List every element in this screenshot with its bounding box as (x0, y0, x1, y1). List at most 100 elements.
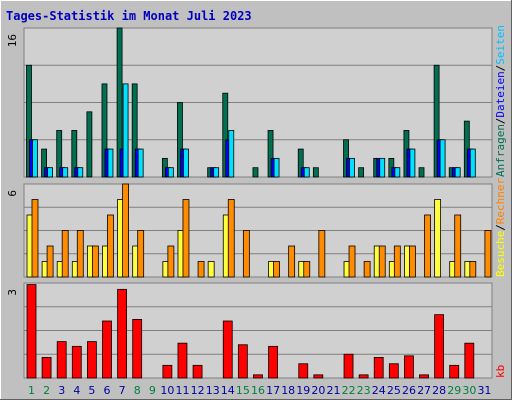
bar-anfragen-day-5 (86, 111, 93, 178)
bar-anfragen-day-8 (131, 83, 138, 178)
legend-label-rechner: Rechner (494, 177, 507, 224)
chart-title: Tages-Statistik im Monat Juli 2023 (6, 9, 252, 23)
bar-rechner-day-31 (484, 230, 492, 278)
bar-rechner-day-5 (91, 245, 99, 278)
bar-seiten-day-2 (47, 167, 53, 178)
bar-seiten-day-10 (167, 167, 174, 178)
x-axis-day-label: 17 (266, 384, 280, 397)
bar-anfragen-day-11 (177, 102, 183, 178)
bar-seiten-day-6 (107, 148, 114, 178)
x-axis-day-label: 3 (58, 384, 65, 397)
bar-rechner-day-27 (424, 214, 431, 278)
bar-seiten-day-7 (122, 83, 129, 178)
x-axis-day-label: 30 (462, 384, 476, 397)
bar-kb-day-3 (56, 341, 67, 379)
bar-rechner-day-30 (469, 261, 477, 278)
bar-seiten-day-22 (349, 157, 355, 178)
x-axis-day-label: 25 (387, 384, 401, 397)
bar-besuche-day-28 (434, 199, 442, 278)
bar-kb-day-2 (41, 357, 52, 379)
bar-rechner-day-8 (137, 230, 145, 278)
x-axis-day-label: 23 (357, 384, 371, 397)
bar-besuche-day-13 (207, 261, 215, 278)
x-axis-day-label: 7 (119, 384, 126, 397)
legend-label-anfragen: Anfragen (494, 124, 507, 177)
x-axis-day-label: 18 (281, 384, 295, 397)
bar-seiten-day-25 (394, 167, 401, 178)
bar-anfragen-day-14 (222, 92, 229, 178)
bar-kb-day-5 (86, 341, 97, 379)
bar-rechner-day-1 (31, 199, 39, 278)
bar-seiten-day-24 (379, 157, 386, 178)
bar-seiten-day-26 (409, 148, 416, 178)
bar-seiten-day-17 (273, 157, 280, 178)
bar-kb-day-28 (434, 314, 445, 379)
bar-anfragen-day-20 (312, 167, 319, 178)
y-axis-max-label-middle: 6 (6, 190, 19, 197)
bar-kb-day-1 (26, 284, 37, 379)
bar-kb-day-25 (388, 363, 399, 379)
x-axis-day-label: 15 (236, 384, 250, 397)
bar-seiten-day-3 (62, 167, 69, 178)
bar-anfragen-day-4 (71, 130, 78, 178)
x-axis-day-label: 14 (221, 384, 235, 397)
x-axis-day-label: 20 (311, 384, 325, 397)
x-axis-day-label: 31 (477, 384, 491, 397)
bar-seiten-day-19 (303, 167, 310, 178)
x-axis-day-label: 6 (104, 384, 111, 397)
bar-kb-day-19 (298, 363, 309, 379)
bar-kb-day-24 (373, 357, 384, 379)
bar-kb-day-27 (419, 374, 429, 379)
legend-label-dateien: Dateien (494, 71, 507, 117)
legend-label-seiten: Seiten (494, 25, 507, 65)
bar-kb-day-7 (117, 288, 127, 379)
bar-seiten-day-4 (77, 167, 84, 178)
bar-rechner-day-14 (227, 199, 235, 278)
x-axis-day-label: 10 (160, 384, 174, 397)
bar-rechner-day-2 (46, 245, 54, 278)
x-axis-day-label: 21 (326, 384, 340, 397)
legend-label-: / (494, 65, 507, 72)
bar-kb-day-16 (253, 374, 263, 379)
x-axis-day-label: 8 (134, 384, 141, 397)
bar-rechner-day-10 (167, 245, 175, 278)
bar-kb-day-30 (464, 342, 475, 379)
x-axis-day-label: 19 (296, 384, 310, 397)
bar-anfragen-day-2 (41, 148, 47, 178)
bar-anfragen-day-7 (116, 27, 123, 178)
bar-rechner-day-19 (303, 261, 311, 278)
x-axis-day-label: 1 (28, 384, 35, 397)
bar-kb-day-11 (177, 342, 188, 379)
bar-rechner-day-12 (197, 261, 205, 278)
bar-seiten-day-30 (469, 148, 476, 178)
x-axis-day-label: 16 (251, 384, 265, 397)
bar-seiten-day-14 (228, 130, 235, 178)
bar-anfragen-day-6 (101, 83, 108, 178)
x-axis-day-label: 5 (88, 384, 95, 397)
bar-kb-day-6 (102, 320, 112, 379)
bar-rechner-day-6 (107, 214, 114, 278)
bar-rechner-day-29 (454, 214, 462, 278)
x-axis-day-label: 13 (206, 384, 220, 397)
bar-kb-day-12 (192, 364, 203, 379)
bar-kb-day-17 (268, 345, 278, 379)
bar-kb-day-23 (358, 374, 369, 379)
bar-kb-day-8 (132, 319, 143, 379)
x-axis-day-label: 29 (447, 384, 461, 397)
bar-seiten-day-1 (32, 139, 38, 178)
legend-label-: / (494, 224, 507, 231)
x-axis-day-label: 28 (432, 384, 446, 397)
x-axis-day-label: 11 (176, 384, 190, 397)
bar-rechner-day-23 (363, 261, 371, 278)
bar-anfragen-day-1 (26, 64, 32, 178)
bar-anfragen-day-28 (433, 64, 440, 178)
y-axis-max-label-top: 16 (6, 34, 19, 47)
bar-kb-day-10 (162, 364, 173, 379)
bar-kb-day-29 (449, 364, 460, 379)
x-axis-day-label: 9 (149, 384, 156, 397)
bar-anfragen-day-3 (56, 130, 63, 178)
bar-rechner-day-3 (61, 230, 69, 278)
bar-seiten-day-29 (454, 167, 461, 178)
x-axis-day-label: 24 (372, 384, 386, 397)
